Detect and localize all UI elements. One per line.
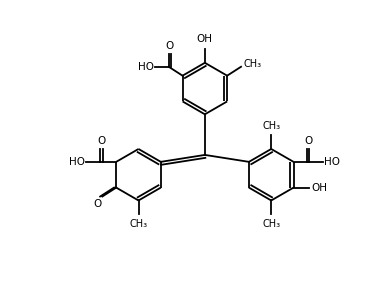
Text: OH: OH xyxy=(311,182,327,193)
Text: O: O xyxy=(304,136,312,146)
Text: CH₃: CH₃ xyxy=(262,219,280,229)
Text: HO: HO xyxy=(138,62,154,72)
Text: HO: HO xyxy=(324,157,340,167)
Text: O: O xyxy=(166,41,174,51)
Text: CH₃: CH₃ xyxy=(243,59,261,69)
Text: CH₃: CH₃ xyxy=(129,219,147,229)
Text: OH: OH xyxy=(197,34,213,44)
Text: CH₃: CH₃ xyxy=(262,121,280,131)
Text: HO: HO xyxy=(70,157,86,167)
Text: O: O xyxy=(97,136,106,146)
Text: O: O xyxy=(93,199,102,209)
